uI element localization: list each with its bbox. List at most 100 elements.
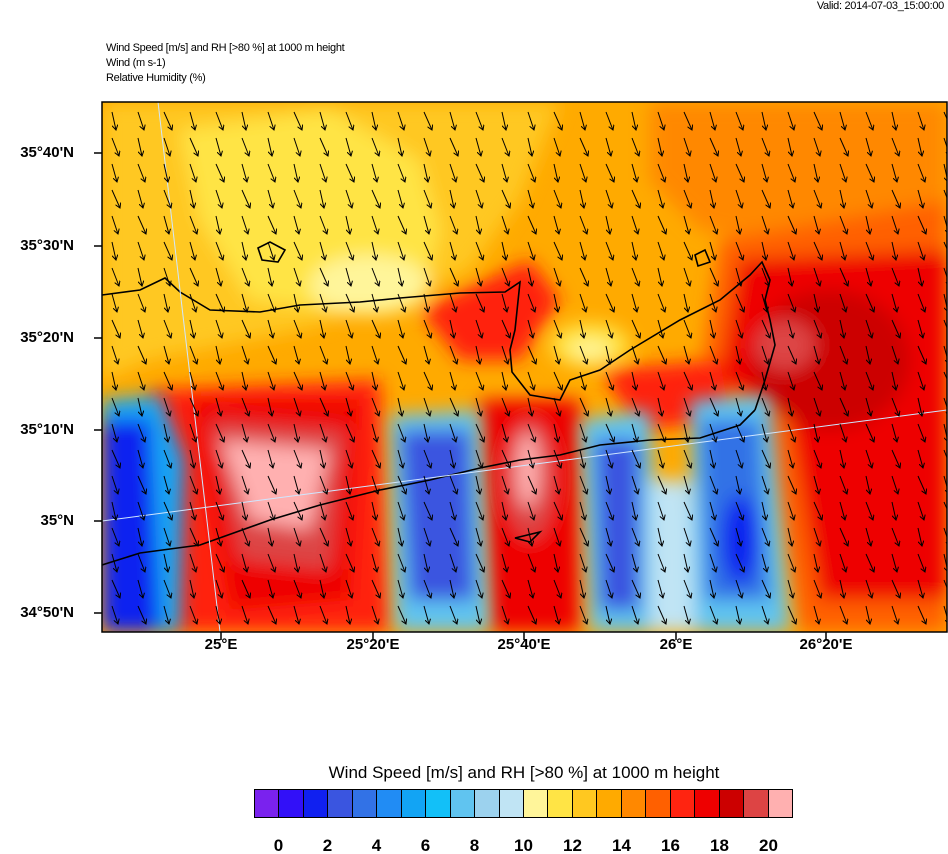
wind-arrow xyxy=(501,137,509,156)
wind-arrow xyxy=(241,215,248,234)
wind-arrow xyxy=(293,501,302,520)
colorbar-swatch xyxy=(328,790,353,817)
lon-label: 25°40'E xyxy=(497,636,551,653)
wind-arrow xyxy=(839,397,848,416)
wind-arrow xyxy=(605,267,611,286)
wind-arrow xyxy=(709,423,716,442)
wind-arrow xyxy=(735,215,740,234)
wind-arrow xyxy=(163,423,168,442)
wind-arrow xyxy=(293,319,301,338)
wind-arrow xyxy=(553,423,558,442)
wind-arrow xyxy=(735,267,741,286)
wind-arrow xyxy=(579,605,587,624)
wind-arrow xyxy=(111,501,116,520)
wind-arrow xyxy=(397,163,405,182)
wind-arrow xyxy=(527,527,532,546)
graticule xyxy=(102,102,947,632)
wind-arrow xyxy=(865,605,870,624)
wind-arrow xyxy=(293,449,301,468)
wind-arrow xyxy=(397,137,402,156)
wind-arrow xyxy=(605,579,612,598)
wind-arrow xyxy=(319,475,327,494)
wind-arrow xyxy=(345,319,352,338)
wind-arrow xyxy=(917,423,925,442)
wind-arrow xyxy=(553,553,558,572)
wind-arrow xyxy=(631,579,640,598)
wind-arrow xyxy=(813,267,820,286)
colorbar-swatch xyxy=(352,790,378,817)
wind-arrow xyxy=(267,293,275,312)
colorbar-swatch xyxy=(719,790,745,817)
wind-arrow xyxy=(839,501,845,520)
wind-arrow xyxy=(501,345,508,364)
wind-arrow xyxy=(241,241,246,260)
wind-arrow xyxy=(449,579,454,598)
wind-arrow xyxy=(891,553,897,572)
wind-arrow xyxy=(813,163,818,182)
wind-arrow xyxy=(215,527,221,546)
colorbar-swatch xyxy=(670,790,696,817)
wind-arrow xyxy=(163,241,172,260)
wind-arrow xyxy=(319,553,326,572)
wind-arrow xyxy=(319,215,327,234)
wind-arrow xyxy=(553,215,559,234)
wind-arrow xyxy=(787,189,793,208)
wind-arrow xyxy=(111,267,119,286)
wind-arrow xyxy=(267,137,272,156)
wind-arrow xyxy=(839,449,844,468)
wind-arrow xyxy=(111,553,117,572)
wind-arrow xyxy=(267,189,273,208)
wind-arrow xyxy=(371,449,380,468)
wind-arrow xyxy=(397,241,404,260)
wind-arrow xyxy=(189,111,195,130)
wind-arrow xyxy=(657,579,663,598)
wind-arrow xyxy=(761,501,766,520)
wind-arrow xyxy=(761,579,770,598)
wind-arrow xyxy=(579,501,585,520)
wind-arrow xyxy=(631,215,638,234)
wind-arrow xyxy=(891,449,900,468)
wind-arrow xyxy=(631,319,640,338)
wind-arrow xyxy=(605,397,611,416)
wind-arrow xyxy=(865,345,870,364)
colorbar-swatch xyxy=(450,790,476,817)
colorbar-swatch xyxy=(401,790,427,817)
wind-arrow xyxy=(579,397,588,416)
wind-arrow xyxy=(709,579,714,598)
wind-arrow xyxy=(397,449,403,468)
wind-arrow xyxy=(423,137,430,156)
colorbar-tick-label: 8 xyxy=(469,836,480,854)
wind-arrow xyxy=(189,241,195,260)
wind-arrow xyxy=(631,137,639,156)
wind-arrow xyxy=(735,579,742,598)
wind-arrow xyxy=(891,527,899,546)
colorbar-swatch xyxy=(768,790,792,817)
wind-arrow xyxy=(657,215,666,234)
wind-arrow xyxy=(293,423,298,442)
wind-arrow xyxy=(761,137,769,156)
wind-arrow xyxy=(579,345,587,364)
wind-arrow xyxy=(475,527,481,546)
wind-arrow xyxy=(813,371,822,390)
wind-arrow xyxy=(241,371,246,390)
wind-arrow xyxy=(163,163,168,182)
wind-arrow xyxy=(683,579,691,598)
wind-arrow xyxy=(371,267,379,286)
wind-arrow xyxy=(371,293,377,312)
wind-arrow xyxy=(475,241,483,260)
wind-arrow xyxy=(605,605,610,624)
colorbar xyxy=(254,789,793,818)
wind-arrow xyxy=(475,501,483,520)
wind-arrow xyxy=(215,241,223,260)
wind-arrow xyxy=(189,293,196,312)
wind-arrow xyxy=(917,475,926,494)
wind-arrow xyxy=(527,241,534,260)
wind-arrow xyxy=(397,215,406,234)
colorbar-swatch xyxy=(597,790,622,817)
wind-arrow xyxy=(423,553,428,572)
wind-arrow xyxy=(891,241,896,260)
wind-arrow xyxy=(137,527,142,546)
wind-arrow xyxy=(813,553,818,572)
wind-arrow xyxy=(371,215,378,234)
wind-arrow xyxy=(657,111,664,130)
